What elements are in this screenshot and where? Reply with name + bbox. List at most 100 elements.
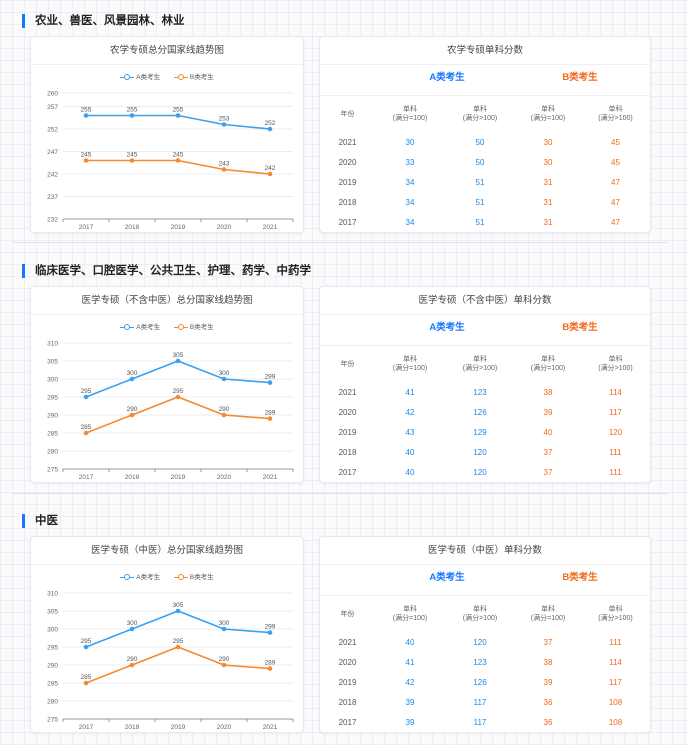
legend-line-marker-icon [120,324,135,331]
x-tick-label: 2017 [79,724,94,731]
y-tick-label: 300 [47,627,58,634]
group-b-header: B类考生 [562,322,598,333]
col-header-line: 单科 [403,606,417,613]
col-header-line: (满分=100) [530,615,566,622]
section-title: 中医 [22,514,58,528]
data-label: 300 [219,620,230,627]
table-row: 2017 40 120 37 111 [320,462,650,482]
data-point [129,158,135,163]
line-chart: 275 280 285 290 295 300 305 310 2017 2018 2019 2020… [47,591,294,731]
data-point [221,626,227,632]
legend-line-marker-icon [173,574,188,581]
data-point [83,430,89,436]
table-row: 2019 42 126 39 117 [320,672,650,692]
y-tick-label: 242 [47,172,58,179]
cell-b-le100: 31 [543,177,553,187]
legend-item-b[interactable]: B类考生 [173,321,214,331]
score-table: 年份 单科 (满分=100) 单科 (满分>100) 单科 (满分=100) 单科 (满分>10… [320,595,650,732]
table-row: 2021 30 50 30 45 [320,132,650,152]
legend-item-a[interactable]: A类考生 [120,321,160,331]
data-label: 305 [173,352,184,359]
data-point [221,122,227,127]
data-label: 285 [81,424,92,431]
legend-label: A类考生 [136,574,161,581]
cell-a-gt100: 126 [473,677,487,687]
y-tick-label: 252 [47,127,58,134]
col-header-a-gt100: 单科 (满分>100) [445,345,515,382]
col-header-line: 单科 [608,106,623,113]
data-label: 289 [265,660,276,667]
group-a-header: A类考生 [429,572,465,583]
cell-b-gt100: 111 [609,637,622,647]
col-header-b-gt100: 单科 (满分>100) [581,595,650,632]
data-label: 300 [127,620,138,627]
group-a-header: A类考生 [429,72,465,83]
cell-a-le100: 34 [405,217,415,227]
data-label: 295 [81,638,92,645]
cell-b-gt100: 47 [611,217,620,227]
cell-a-gt100: 50 [475,157,485,167]
x-tick-label: 2018 [125,474,140,481]
col-header-line: (满分>100) [598,615,633,622]
cell-a-le100: 34 [405,177,415,187]
data-point [83,394,89,400]
section-medicine: 临床医学、口腔医学、公共卫生、护理、药学、中药学 医学专硕（不含中医）总分国家线… [12,250,668,483]
group-b-header: B类考生 [562,72,598,83]
chart-legend: A类考生 B类考生 [31,71,303,81]
x-tick-label: 2019 [171,724,186,731]
chart-title: 医学专硕（不含中医）总分国家线趋势图 [31,287,303,315]
cell-b-gt100: 45 [611,137,620,147]
cell-b-gt100: 108 [608,717,623,727]
table-title: 农学专硕单科分数 [320,37,650,65]
cell-a-gt100: 126 [473,407,487,417]
data-label: 242 [265,165,276,172]
cell-year: 2018 [338,197,357,207]
legend-line-marker-icon [120,574,135,581]
legend-label: B类考生 [189,74,214,81]
data-label: 245 [127,152,138,159]
cell-a-le100: 39 [405,717,415,727]
legend-line-marker-icon [173,324,188,331]
data-point [221,412,227,418]
y-tick-label: 305 [47,609,58,616]
cell-year: 2018 [338,697,357,707]
trend-chart-panel: 医学专硕（不含中医）总分国家线趋势图 A类考生 B类考生 275 280 285 29… [30,286,304,483]
data-point [221,662,227,668]
table-row: 2020 41 123 38 114 [320,652,650,672]
x-tick-label: 2019 [171,224,186,231]
legend-item-b[interactable]: B类考生 [173,571,214,581]
data-point [129,376,135,382]
cell-a-le100: 30 [405,137,415,147]
col-header-line: (满分=100) [392,615,428,622]
col-header-a-gt100: 单科 (满分>100) [445,595,515,632]
y-tick-label: 300 [47,377,58,384]
col-header-line: 单科 [608,606,623,613]
section-divider [12,242,668,243]
cell-b-gt100: 47 [611,177,620,187]
x-tick-label: 2021 [263,474,278,481]
data-label: 290 [219,406,230,413]
table-row: 2021 41 123 38 114 [320,382,650,402]
col-header-a-le100: 单科 (满分=100) [375,345,445,382]
legend-item-b[interactable]: B类考生 [173,71,214,81]
cell-year: 2020 [338,657,357,667]
col-header-line: (满分=100) [530,365,566,372]
data-point [129,662,135,668]
cell-a-gt100: 51 [475,177,485,187]
y-tick-label: 280 [47,449,58,456]
y-tick-label: 247 [47,149,58,156]
cell-b-gt100: 108 [608,697,623,707]
data-label: 289 [265,410,276,417]
score-table-panel: 医学专硕（中医）单科分数 A类考生 B类考生 年份 单科 (满分=100) 单科 (满分… [319,536,651,733]
legend-item-a[interactable]: A类考生 [120,71,160,81]
cell-a-le100: 40 [405,467,415,477]
data-point [175,158,181,163]
chart-title: 医学专硕（中医）总分国家线趋势图 [31,537,303,565]
cell-year: 2017 [338,217,357,227]
legend-item-a[interactable]: A类考生 [120,571,160,581]
x-tick-label: 2019 [171,474,186,481]
legend-label: B类考生 [189,324,214,331]
col-header-line: (满分>100) [598,365,633,372]
col-header-year: 年份 [320,95,375,132]
section-tcm: 中医 医学专硕（中医）总分国家线趋势图 A类考生 B类考生 275 280 285 2… [12,500,668,733]
